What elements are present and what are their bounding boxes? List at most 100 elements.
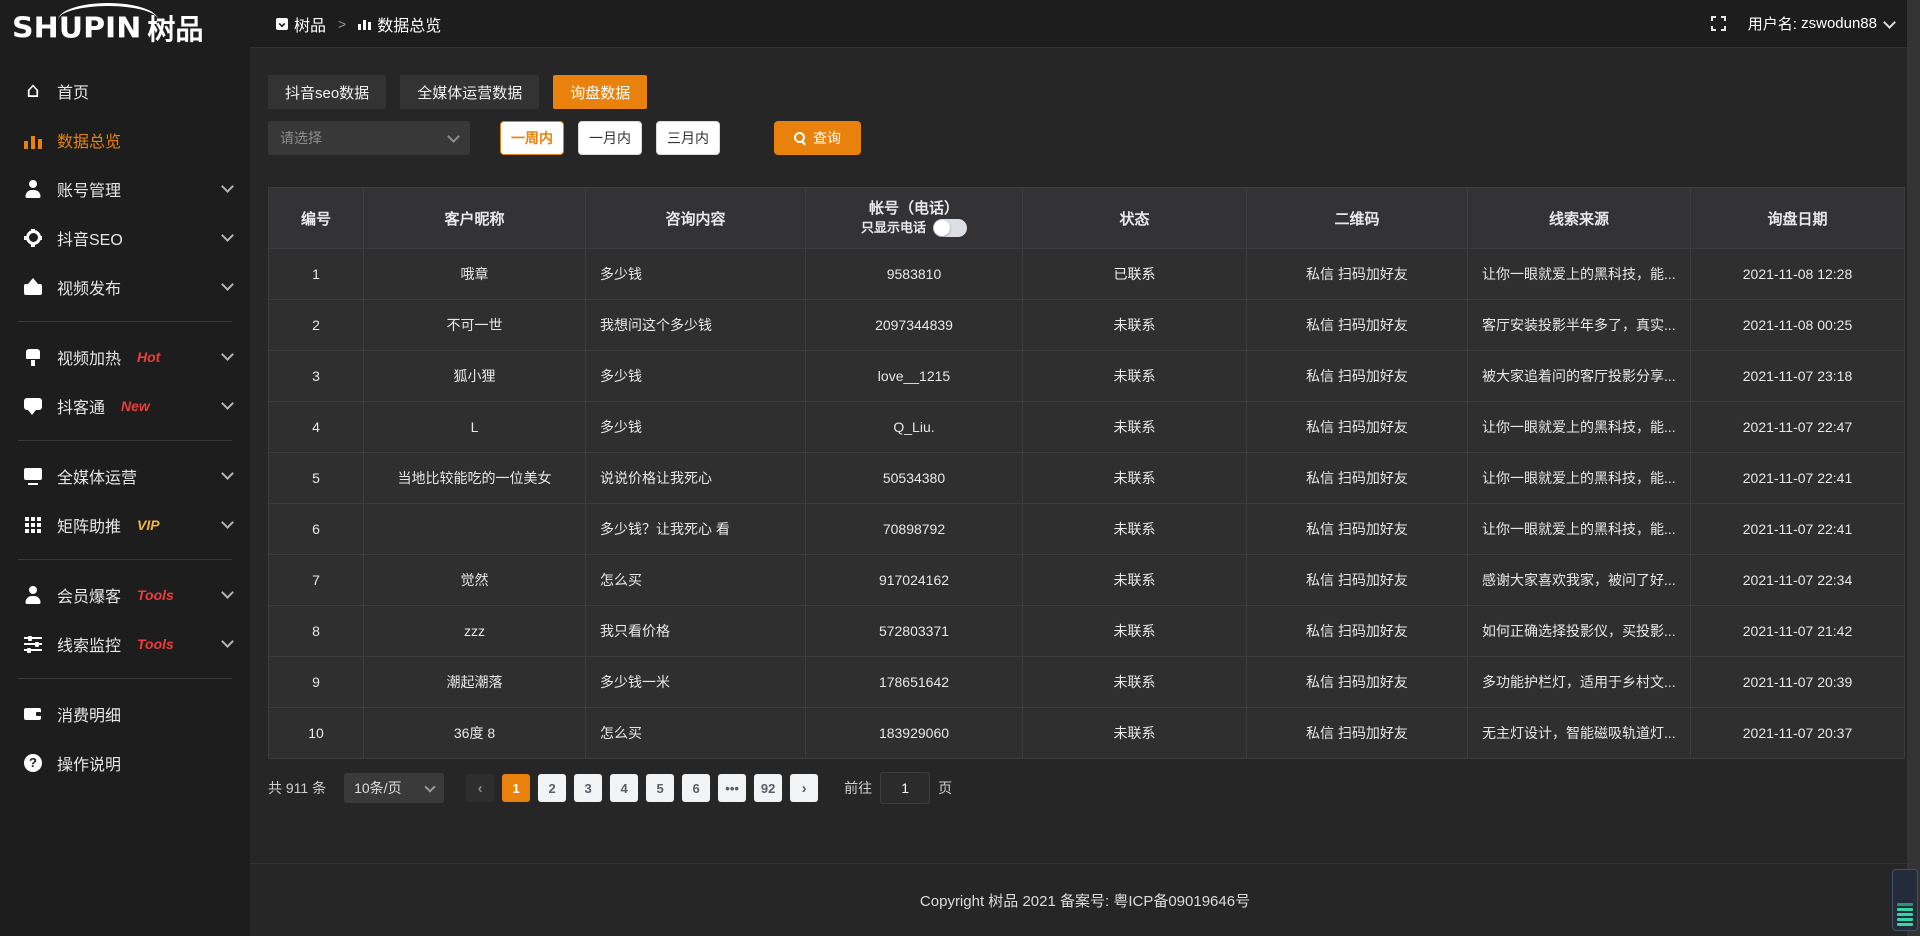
scrollbar-track[interactable]	[1907, 0, 1920, 936]
filter-select[interactable]: 请选择	[268, 121, 470, 155]
page-button-1[interactable]: 1	[502, 774, 531, 802]
tab-media-ops-data[interactable]: 全媒体运营数据	[400, 75, 540, 109]
chevron-down-icon	[221, 586, 234, 599]
cell-status: 已联系	[1023, 248, 1247, 299]
sidebar-item-help[interactable]: 操作说明	[0, 738, 250, 787]
cell-qr[interactable]: 私信 扫码加好友	[1247, 503, 1468, 554]
cell-nickname: zzz	[364, 605, 586, 656]
search-button[interactable]: 查询	[774, 121, 861, 155]
sidebar-item-media-ops[interactable]: 全媒体运营	[0, 451, 250, 500]
cell-no: 1	[269, 248, 364, 299]
cell-source[interactable]: 被大家追着问的客厅投影分享...	[1468, 350, 1691, 401]
cell-nickname: 哦章	[364, 248, 586, 299]
table-row: 7 觉然 怎么买 917024162 未联系 私信 扫码加好友 感谢大家喜欢我家，被问了好.…	[269, 554, 1904, 605]
sidebar-item-doukaitong[interactable]: 抖客通 New	[0, 381, 250, 430]
page-button-92[interactable]: 92	[754, 774, 783, 802]
goto-page-input[interactable]	[880, 772, 931, 804]
mini-widget[interactable]	[1892, 869, 1918, 931]
cell-source[interactable]: 客厅安装投影半年多了，真实...	[1468, 299, 1691, 350]
prev-page-button[interactable]: ‹	[466, 774, 495, 802]
cell-source[interactable]: 让你一眼就爱上的黑科技，能...	[1468, 452, 1691, 503]
tab-douyin-seo-data[interactable]: 抖音seo数据	[268, 75, 387, 109]
chevron-down-icon	[221, 278, 234, 291]
cell-qr[interactable]: 私信 扫码加好友	[1247, 401, 1468, 452]
col-header-no: 编号	[269, 188, 364, 248]
sidebar-item-member-baoke[interactable]: 会员爆客 Tools	[0, 570, 250, 619]
home-icon	[24, 82, 42, 100]
sidebar-item-data-overview[interactable]: 数据总览	[0, 115, 250, 164]
cell-account: 183929060	[806, 707, 1023, 758]
cell-date: 2021-11-07 22:41	[1691, 452, 1904, 503]
sidebar-item-label: 首页	[57, 84, 90, 102]
page-button-2[interactable]: 2	[538, 774, 567, 802]
sidebar-item-label: 操作说明	[57, 756, 122, 774]
user-menu[interactable]: 用户名: zswodun88	[1748, 13, 1896, 34]
cell-qr[interactable]: 私信 扫码加好友	[1247, 707, 1468, 758]
page-button-3[interactable]: 3	[574, 774, 603, 802]
col-header-content: 咨询内容	[586, 188, 806, 248]
cell-qr[interactable]: 私信 扫码加好友	[1247, 299, 1468, 350]
cell-content: 多少钱	[586, 248, 806, 299]
cell-source[interactable]: 让你一眼就爱上的黑科技，能...	[1468, 401, 1691, 452]
cell-date: 2021-11-07 22:34	[1691, 554, 1904, 605]
sidebar-badge: New	[121, 397, 150, 414]
tab-inquiry-data[interactable]: 询盘数据	[553, 75, 648, 109]
sidebar-item-label: 数据总览	[57, 133, 122, 151]
breadcrumb: 树品 > 数据总览	[276, 12, 441, 36]
range-button-month[interactable]: 一月内	[578, 121, 642, 155]
cell-source[interactable]: 无主灯设计，智能磁吸轨道灯...	[1468, 707, 1691, 758]
prev-arrow-icon: ‹	[477, 779, 483, 797]
page-button-6[interactable]: 6	[682, 774, 711, 802]
cell-date: 2021-11-08 12:28	[1691, 248, 1904, 299]
sidebar-item-douyin-seo[interactable]: 抖音SEO	[0, 213, 250, 262]
breadcrumb-current: 数据总览	[377, 17, 442, 35]
cell-content: 多少钱一米	[586, 656, 806, 707]
sidebar-item-home[interactable]: 首页	[0, 66, 250, 115]
breadcrumb-separator: >	[338, 15, 347, 32]
phone-only-toggle[interactable]	[933, 219, 967, 238]
cell-source[interactable]: 如何正确选择投影仪，买投影...	[1468, 605, 1691, 656]
cell-source[interactable]: 多功能护栏灯，适用于乡村文...	[1468, 656, 1691, 707]
breadcrumb-root[interactable]: 树品	[294, 17, 327, 35]
cell-nickname: 当地比较能吃的一位美女	[364, 452, 586, 503]
cell-qr[interactable]: 私信 扫码加好友	[1247, 248, 1468, 299]
monitor-icon	[24, 467, 42, 485]
sidebar-item-account-manage[interactable]: 账号管理	[0, 164, 250, 213]
col-header-status: 状态	[1023, 188, 1247, 248]
cell-source[interactable]: 感谢大家喜欢我家，被问了好...	[1468, 554, 1691, 605]
grid-icon	[24, 516, 42, 534]
sidebar-item-clue-monitor[interactable]: 线索监控 Tools	[0, 619, 250, 668]
range-button-quarter[interactable]: 三月内	[656, 121, 720, 155]
cell-nickname: 觉然	[364, 554, 586, 605]
next-page-button[interactable]: ›	[790, 774, 819, 802]
page-button-5[interactable]: 5	[646, 774, 675, 802]
fullscreen-icon[interactable]	[1710, 16, 1726, 31]
page-ellipsis-button[interactable]: •••	[718, 774, 747, 802]
footer: Copyright 树品 2021 备案号: 粤ICP备09019646号	[250, 863, 1920, 936]
heat-icon	[24, 348, 42, 366]
cell-qr[interactable]: 私信 扫码加好友	[1247, 656, 1468, 707]
sidebar-item-consume-detail[interactable]: 消费明细	[0, 689, 250, 738]
cell-no: 5	[269, 452, 364, 503]
cell-source[interactable]: 让你一眼就爱上的黑科技，能...	[1468, 248, 1691, 299]
page-size-select[interactable]: 10条/页	[344, 773, 445, 803]
cell-nickname	[364, 503, 586, 554]
cell-account: 70898792	[806, 503, 1023, 554]
sidebar-badge: VIP	[137, 516, 160, 533]
cell-content: 怎么买	[586, 554, 806, 605]
cell-qr[interactable]: 私信 扫码加好友	[1247, 452, 1468, 503]
cell-qr[interactable]: 私信 扫码加好友	[1247, 350, 1468, 401]
goto-label: 前往	[844, 780, 873, 796]
cell-no: 2	[269, 299, 364, 350]
cell-qr[interactable]: 私信 扫码加好友	[1247, 554, 1468, 605]
sidebar-item-matrix-boost[interactable]: 矩阵助推 VIP	[0, 500, 250, 549]
page-button-4[interactable]: 4	[610, 774, 639, 802]
cell-source[interactable]: 让你一眼就爱上的黑科技，能...	[1468, 503, 1691, 554]
cell-qr[interactable]: 私信 扫码加好友	[1247, 605, 1468, 656]
search-icon	[794, 132, 806, 144]
sidebar-item-video-publish[interactable]: 视频发布	[0, 262, 250, 311]
cell-status: 未联系	[1023, 401, 1247, 452]
range-button-week[interactable]: 一周内	[500, 121, 564, 155]
cell-nickname: 不可一世	[364, 299, 586, 350]
sidebar-item-video-heat[interactable]: 视频加热 Hot	[0, 332, 250, 381]
